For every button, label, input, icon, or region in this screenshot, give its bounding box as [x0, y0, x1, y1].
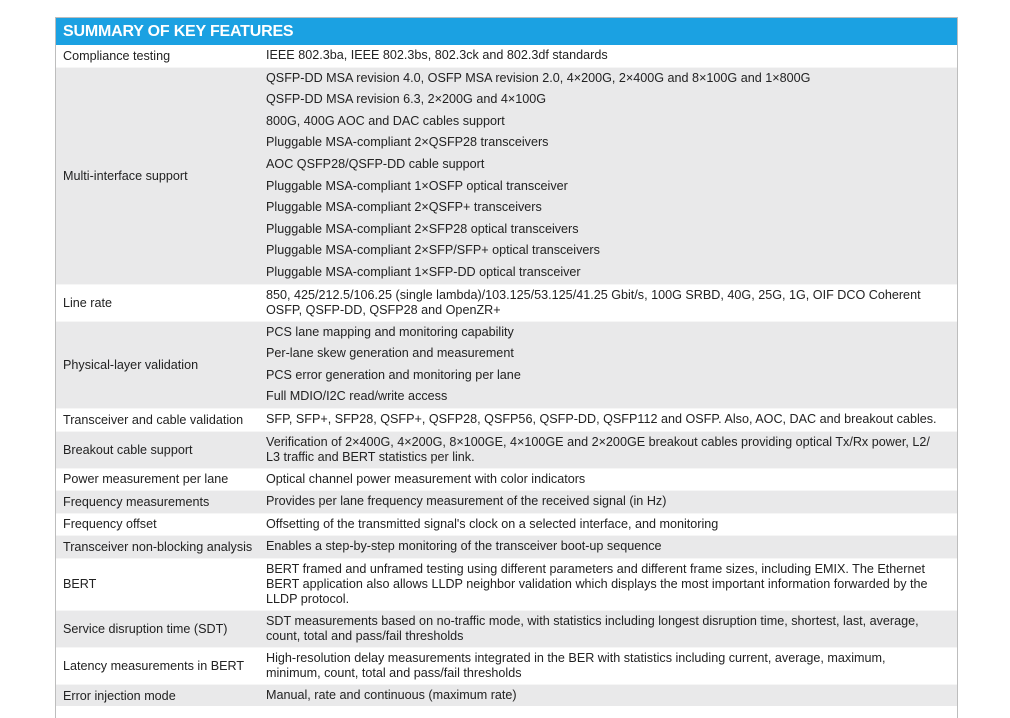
feature-label: Frequency measurements [63, 494, 210, 509]
table-row: Transceiver and cable validation SFP, SFP… [56, 407, 957, 431]
feature-value-line: Pluggable MSA-compliant 2×SFP/SFP+ optic… [266, 243, 600, 258]
feature-value: Manual, rate and continuous (maximum rat… [266, 685, 957, 707]
feature-label: Physical-layer validation [63, 357, 199, 372]
feature-value: IEEE 802.3ba, IEEE 802.3bs, 802.3ck and … [266, 45, 957, 67]
feature-value-text: Verification of 2×400G, 4×200G, 8×100GE,… [266, 434, 930, 464]
feature-value-line: Pluggable MSA-compliant 2×QSFP28 transce… [266, 135, 549, 150]
feature-label: Compliance testing [63, 48, 171, 63]
feature-value: 850, 425/212.5/106.25 (single lambda)/10… [266, 285, 957, 321]
feature-value: Verification of 2×400G, 4×200G, 8×100GE,… [266, 432, 957, 468]
feature-value-line: AOC QSFP28/QSFP-DD cable support [266, 156, 485, 171]
feature-value-line: 800G, 400G AOC and DAC cables support [266, 113, 505, 128]
feature-value-text: High-resolution delay measurements integ… [266, 650, 886, 680]
table-row: Frequency offset Offsetting of the transm… [56, 512, 957, 536]
feature-value-text: BERT framed and unframed testing using d… [266, 561, 928, 606]
feature-value-line: Pluggable MSA-compliant 1×SFP-DD optical… [266, 264, 581, 279]
feature-value: Provides per lane frequency measurement … [266, 491, 957, 513]
table-row: Power measurement per lane Optical channe… [56, 467, 957, 491]
feature-value-line: Manual, rate and continuous (maximum rat… [266, 687, 517, 702]
feature-value-line: PCS error generation and monitoring per … [266, 367, 521, 382]
table-title: SUMMARY OF KEY FEATURES [56, 18, 957, 45]
feature-value: SDT measurements based on no-traffic mod… [266, 611, 957, 647]
table-row: Compliance testing IEEE 802.3ba, IEEE 802… [56, 45, 957, 67]
feature-value: High-resolution delay measurements integ… [266, 648, 957, 684]
table-row: Service disruption time (SDT) SDT measure… [56, 609, 957, 647]
feature-value-line: Full MDIO/I2C read/write access [266, 389, 448, 404]
feature-value: PCS lane mapping and monitoring capabili… [266, 322, 957, 408]
features-table: SUMMARY OF KEY FEATURES Compliance testi… [55, 17, 958, 718]
feature-label: Latency measurements in BERT [63, 658, 245, 673]
feature-value-line: IEEE 802.3ba, IEEE 802.3bs, 802.3ck and … [266, 48, 608, 62]
feature-value-line: QSFP-DD MSA revision 4.0, OSFP MSA revis… [266, 70, 811, 85]
feature-label: Power measurement per lane [63, 472, 229, 487]
feature-value-text: SDT measurements based on no-traffic mod… [266, 613, 919, 643]
feature-label: Multi-interface support [63, 168, 188, 183]
table-row: Error injection mode Manual, rate and con… [56, 683, 957, 707]
feature-value-line: Pluggable MSA-compliant 2×QSFP+ transcei… [266, 200, 542, 215]
feature-label: BERT [63, 577, 97, 592]
feature-value-line: Pluggable MSA-compliant 1×OSFP optical t… [266, 178, 568, 193]
feature-label: Error injection mode [63, 688, 176, 703]
feature-label: Breakout cable support [63, 442, 193, 457]
table-body: Compliance testing IEEE 802.3ba, IEEE 802… [56, 45, 957, 707]
feature-value-line: PCS lane mapping and monitoring capabili… [266, 324, 514, 339]
feature-value: BERT framed and unframed testing using d… [266, 559, 957, 610]
feature-label: Service disruption time (SDT) [63, 621, 228, 636]
table-row: Line rate 850, 425/212.5/106.25 (single l… [56, 283, 957, 321]
feature-value-line: Offsetting of the transmitted signal's c… [266, 516, 719, 531]
feature-value: Optical channel power measurement with c… [266, 469, 957, 491]
feature-value-line: Per-lane skew generation and measurement [266, 346, 514, 361]
feature-value: QSFP-DD MSA revision 4.0, OSFP MSA revis… [266, 68, 957, 284]
feature-value: Offsetting of the transmitted signal's c… [266, 514, 957, 536]
table-row: Frequency measurements Provides per lane … [56, 490, 957, 513]
table-row: Physical-layer validation PCS lane mappin… [56, 320, 957, 408]
table-row: Latency measurements in BERT High-resolut… [56, 646, 957, 684]
feature-value-line: Enables a step-by-step monitoring of the… [266, 539, 662, 554]
table-row: BERT BERT framed and unframed testing usi… [56, 557, 957, 610]
feature-value-line: SFP, SFP+, SFP28, QSFP+, QSFP28, QSFP56,… [266, 411, 937, 426]
feature-value-line: Pluggable MSA-compliant 2×SFP28 optical … [266, 221, 579, 236]
feature-value: SFP, SFP+, SFP28, QSFP+, QSFP28, QSFP56,… [266, 409, 957, 431]
feature-label: Transceiver non-blocking analysis [63, 540, 253, 555]
table-row: Transceiver non-blocking analysis Enables… [56, 535, 957, 558]
feature-value-line: Provides per lane frequency measurement … [266, 494, 667, 509]
feature-label: Transceiver and cable validation [63, 412, 244, 427]
table-row: Multi-interface support QSFP-DD MSA revis… [56, 66, 957, 284]
feature-label: Line rate [63, 295, 113, 310]
feature-value-line: Optical channel power measurement with c… [266, 471, 586, 486]
feature-value-text: 850, 425/212.5/106.25 (single lambda)/10… [266, 287, 921, 317]
feature-value: Enables a step-by-step monitoring of the… [266, 536, 957, 558]
table-row: Breakout cable support Verification of 2×… [56, 430, 957, 468]
feature-value-line: QSFP-DD MSA revision 6.3, 2×200G and 4×1… [266, 92, 547, 107]
feature-label: Frequency offset [63, 517, 157, 532]
